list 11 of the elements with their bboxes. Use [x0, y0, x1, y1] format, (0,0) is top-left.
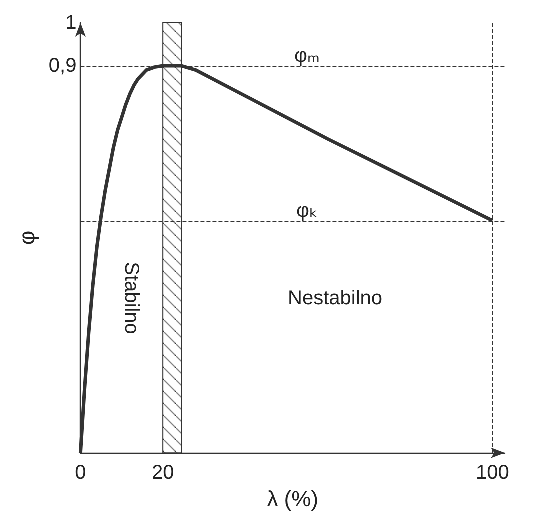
y-axis-title: φ: [14, 230, 40, 246]
x-axis-title: λ (%): [267, 486, 319, 512]
x-tick-label: 0: [75, 462, 86, 484]
y-tick-label: 1: [66, 12, 77, 34]
y-tick-label: 0,9: [48, 55, 77, 78]
x-tick-label: 20: [152, 462, 174, 484]
annotation: φₘ: [294, 45, 320, 68]
annotation: Nestabilno: [288, 287, 383, 310]
annotation: φₖ: [296, 200, 318, 222]
annotation: Stabilno: [120, 262, 143, 334]
x-tick-label: 100: [476, 462, 510, 484]
